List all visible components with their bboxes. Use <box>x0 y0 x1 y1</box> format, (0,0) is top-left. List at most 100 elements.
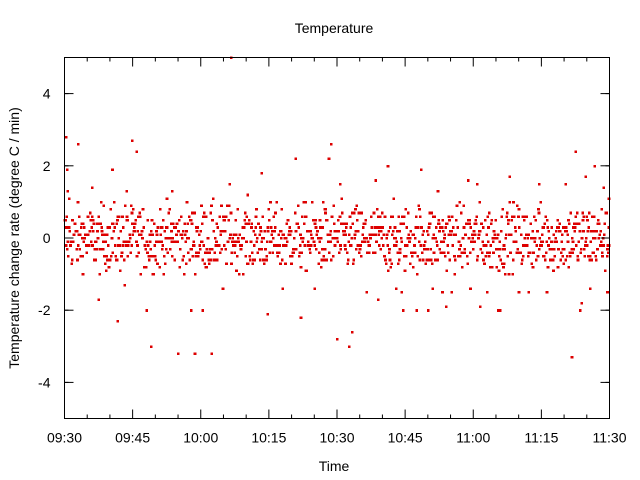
data-point <box>136 229 140 233</box>
data-point <box>241 226 245 229</box>
data-point <box>490 265 494 269</box>
data-point <box>387 229 390 233</box>
data-point <box>538 182 541 186</box>
data-point <box>596 247 599 251</box>
data-point <box>553 247 556 251</box>
data-point <box>348 345 351 348</box>
data-point <box>227 240 230 244</box>
data-point <box>227 218 231 222</box>
data-point <box>405 244 409 247</box>
data-point <box>276 255 280 258</box>
data-point <box>201 309 204 312</box>
data-point <box>298 251 301 254</box>
data-point <box>481 226 485 229</box>
data-point <box>232 233 236 236</box>
data-point <box>428 211 432 215</box>
data-point <box>482 258 485 262</box>
data-point <box>232 240 236 244</box>
data-point <box>238 233 241 236</box>
data-point <box>212 258 216 262</box>
data-point <box>431 287 434 291</box>
data-point <box>193 273 197 276</box>
data-point <box>579 309 582 312</box>
data-point <box>535 244 538 247</box>
data-point <box>330 258 333 262</box>
data-point <box>190 247 193 251</box>
data-point <box>295 247 298 251</box>
data-point <box>413 244 416 247</box>
data-point <box>571 251 574 254</box>
data-point <box>365 291 369 294</box>
data-point <box>488 211 491 215</box>
data-point <box>314 218 317 222</box>
data-point <box>539 240 543 244</box>
x-tick-label: 11:00 <box>456 430 490 446</box>
data-point <box>451 244 454 247</box>
data-point <box>407 233 410 236</box>
data-point <box>136 244 139 247</box>
data-point <box>386 164 390 168</box>
data-point <box>224 215 228 218</box>
data-point <box>314 226 318 229</box>
data-point <box>326 218 329 222</box>
data-point <box>506 222 510 226</box>
data-point <box>278 244 281 247</box>
data-point <box>519 251 523 254</box>
data-point <box>207 258 211 262</box>
data-point <box>564 258 567 262</box>
data-point <box>561 247 565 251</box>
data-point <box>271 229 274 233</box>
data-point <box>584 244 587 247</box>
data-point <box>184 262 188 265</box>
data-point <box>202 215 205 218</box>
data-point <box>563 226 567 229</box>
data-point <box>523 237 527 240</box>
data-point <box>133 222 137 226</box>
data-point <box>193 211 196 215</box>
data-point <box>88 229 92 233</box>
data-point <box>280 237 283 240</box>
data-point <box>125 215 129 218</box>
data-point <box>554 229 558 233</box>
data-point <box>429 222 432 226</box>
data-point <box>342 222 346 226</box>
data-point <box>303 215 307 218</box>
data-point <box>475 222 478 226</box>
data-point <box>564 226 568 229</box>
data-point <box>527 291 531 294</box>
data-point <box>485 233 488 236</box>
data-point <box>457 240 461 244</box>
data-point <box>464 233 468 236</box>
data-point <box>220 247 224 251</box>
data-point <box>388 258 392 262</box>
data-point <box>208 247 212 251</box>
data-point <box>412 233 415 236</box>
x-tick-label: 10:30 <box>319 430 354 446</box>
data-point <box>102 204 106 208</box>
data-point <box>210 204 213 208</box>
data-point <box>379 247 383 251</box>
data-point <box>201 222 204 226</box>
data-point <box>432 233 435 236</box>
data-point <box>351 222 354 226</box>
data-point <box>472 229 476 233</box>
data-point <box>581 211 584 215</box>
data-point <box>544 258 547 262</box>
data-point <box>444 255 447 258</box>
data-point <box>537 208 540 211</box>
data-point <box>487 226 490 229</box>
data-point <box>101 233 104 236</box>
data-point <box>515 251 518 254</box>
data-point <box>532 251 535 254</box>
data-point <box>130 139 134 143</box>
data-point <box>260 172 263 175</box>
data-point <box>403 255 406 258</box>
data-point <box>345 222 349 226</box>
data-point <box>484 218 487 222</box>
data-point <box>343 229 346 233</box>
data-point <box>591 229 594 233</box>
data-point <box>342 233 345 236</box>
data-point <box>389 226 392 229</box>
data-point <box>574 150 577 153</box>
data-point <box>166 226 169 229</box>
